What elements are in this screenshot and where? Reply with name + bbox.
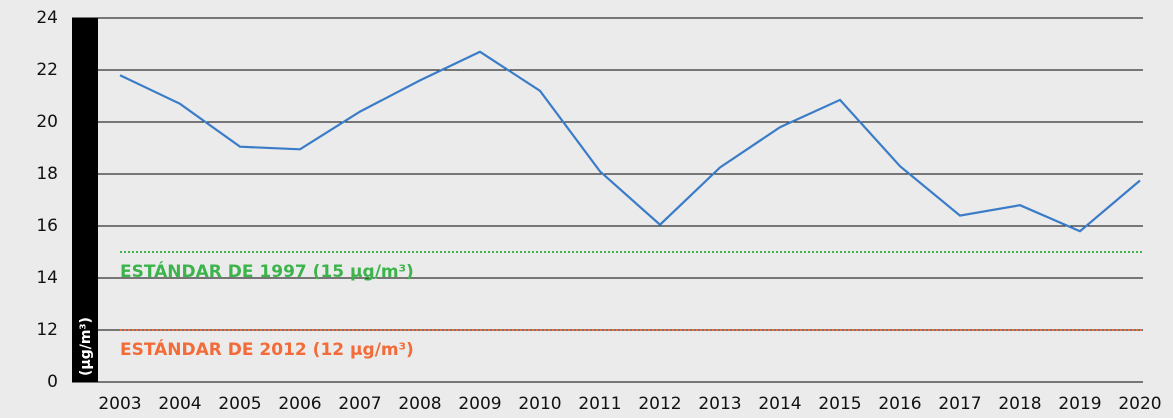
y-tick-label: 14 xyxy=(36,268,58,288)
reference-label: ESTÁNDAR DE 2012 (12 µg/m³) xyxy=(120,338,414,360)
y-tick-label: 24 xyxy=(36,8,58,28)
y-tick-label: 18 xyxy=(36,164,58,184)
y-axis-label: (µg/m³) xyxy=(78,317,94,376)
x-tick-label: 2008 xyxy=(398,394,441,414)
x-tick-label: 2013 xyxy=(698,394,741,414)
x-tick-label: 2019 xyxy=(1058,394,1101,414)
x-tick-label: 2009 xyxy=(458,394,501,414)
x-tick-label: 2005 xyxy=(218,394,261,414)
x-tick-label: 2006 xyxy=(278,394,321,414)
y-tick-label: 12 xyxy=(36,320,58,340)
x-tick-label: 2020 xyxy=(1118,394,1161,414)
x-tick-label: 2017 xyxy=(938,394,981,414)
x-tick-label: 2007 xyxy=(338,394,381,414)
reference-label: ESTÁNDAR DE 1997 (15 µg/m³) xyxy=(120,260,414,282)
x-tick-label: 2018 xyxy=(998,394,1041,414)
x-tick-label: 2014 xyxy=(758,394,801,414)
data-line xyxy=(119,50,1141,233)
x-tick-label: 2010 xyxy=(518,394,561,414)
y-tick-label: 0 xyxy=(47,372,58,392)
x-tick-label: 2004 xyxy=(158,394,201,414)
x-tick-label: 2003 xyxy=(98,394,141,414)
y-tick-label: 20 xyxy=(36,112,58,132)
y-tick-label: 22 xyxy=(36,60,58,80)
x-tick-label: 2011 xyxy=(578,394,621,414)
x-tick-label: 2012 xyxy=(638,394,681,414)
axis-label-bar xyxy=(72,18,98,382)
y-tick-label: 16 xyxy=(36,216,58,236)
x-tick-label: 2016 xyxy=(878,394,921,414)
x-tick-label: 2015 xyxy=(818,394,861,414)
